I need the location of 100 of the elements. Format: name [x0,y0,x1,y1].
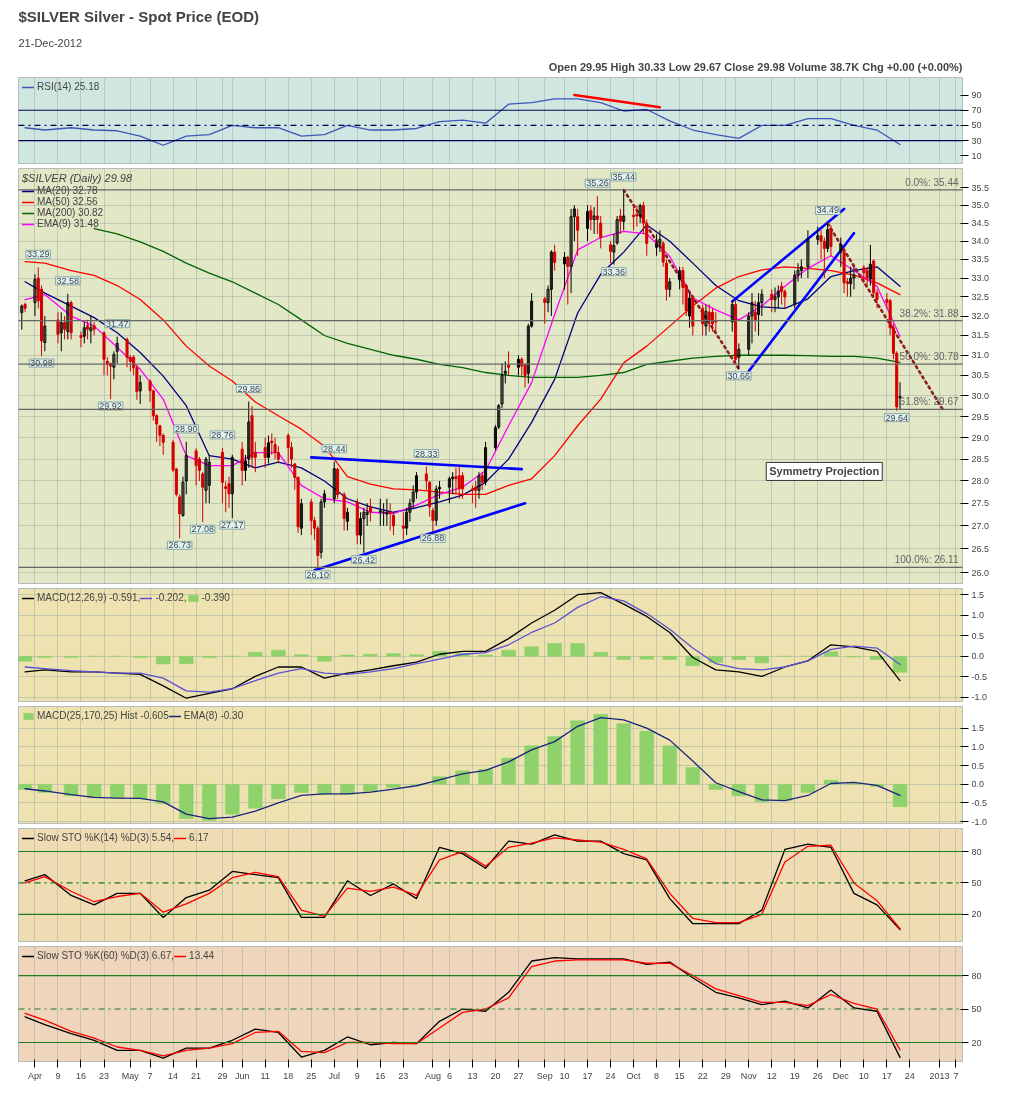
legend-label: RSI(14) 25.18 [37,81,100,92]
legend-label: EMA(8) -0.30 [183,710,244,721]
annotation: 33.36 [602,266,626,277]
x-tick-label: 14 [168,1070,179,1081]
ref-line-label: 38.2%: 31.88 [899,307,959,319]
x-tick-label: 24 [605,1070,616,1081]
annotation: 28.76 [211,429,234,440]
x-tick-label: Dec [832,1070,850,1081]
annotation: 29.86 [237,383,261,394]
bar [662,745,677,785]
candlestick [447,476,451,504]
candlestick [707,304,711,333]
candlestick [79,331,83,348]
bar [317,656,332,662]
x-tick-label: 2013 [929,1070,950,1081]
bar [363,784,378,792]
x-tick-label: 26 [812,1070,823,1081]
x-tick-label: May [121,1070,140,1081]
y-tick-label: 30.0 [971,390,990,401]
candlestick [332,461,336,504]
candlestick [737,342,741,370]
ref-line-label: 0.0%: 35.44 [905,176,959,188]
bar [823,651,839,657]
candlestick [273,437,277,460]
legend-label: -0.202, [155,592,187,603]
x-tick-label: 18 [283,1070,294,1081]
candlestick [457,466,461,500]
legend-label: EMA(9) 31.48 [37,218,99,229]
bar [501,757,516,785]
bar [616,723,631,785]
candlestick [230,454,234,519]
x-tick-label: 9 [55,1070,61,1081]
candlestick [701,304,705,336]
legend-label: MACD(25,170,25) Hist -0.605 [37,710,169,721]
annotation: 35.26 [586,178,609,189]
candlestick [592,206,596,235]
annotation: 27.08 [191,524,214,535]
y-tick-label: 31.5 [971,330,990,341]
x-tick-label: 17 [881,1070,892,1081]
candlestick [566,255,570,306]
candlestick [632,204,636,231]
y-tick-label: 29.5 [971,411,990,422]
bar [616,656,631,660]
bar [478,769,493,785]
bar [340,784,355,795]
x-tick-label: 27 [513,1070,524,1081]
x-tick-label: 13 [467,1070,478,1081]
y-tick-label: 0.0 [971,651,985,662]
y-tick-label: 31.0 [971,350,990,361]
candlestick [618,208,622,235]
bar [892,656,908,673]
bar [754,656,770,664]
chart-subtitle: 21-Dec-2012 [18,36,83,49]
x-tick-label: Nov [740,1070,758,1081]
y-tick-label: 33.5 [971,254,990,265]
y-tick-label: 28.5 [971,454,990,465]
x-tick-label: 21 [191,1070,202,1081]
y-tick-label: -1.0 [971,816,988,827]
bar [892,784,908,807]
bar [225,784,240,815]
legend-label: -0.390 [201,592,230,603]
candlestick [56,311,60,344]
candlestick [63,315,67,340]
x-tick-label: 22 [697,1070,708,1081]
x-tick-label: 10 [559,1070,570,1081]
candlestick [204,456,208,504]
legend-label: Slow STO %K(14) %D(3) 5.54, [37,832,175,843]
candlestick [378,498,382,527]
text: Open 29.95 High 30.33 Low 29.67 Close 29.98 Volume 38.7K Chg +0.00 (+0.00%) [548,60,963,73]
y-tick-label: 30 [971,135,982,146]
candlestick [586,204,590,242]
y-tick-label: -0.5 [971,797,988,808]
y-tick-label: 26.0 [971,567,990,578]
legend-label: 6.17 [189,832,210,843]
candlestick [799,258,803,279]
bar [156,656,171,665]
candlestick [385,498,389,527]
candlestick [816,226,820,246]
y-tick-label: 26.5 [971,544,990,554]
legend-label: 13.44 [189,950,215,961]
x-tick-label: 23 [99,1070,110,1081]
candlestick [43,315,47,352]
candlestick [263,437,267,469]
candlestick [668,277,672,298]
bar [179,784,194,819]
candlestick [757,292,761,336]
y-tick-label: 33.0 [971,273,990,284]
candlestick [401,511,405,541]
x-tick-label: 29 [217,1070,228,1081]
candlestick [687,292,692,329]
candlestick [770,288,774,313]
bar [179,656,194,664]
legend-label: MA(50) 32.56 [37,196,98,207]
candlestick [635,204,639,228]
candlestick [270,432,274,456]
y-tick-label: 32.5 [971,291,990,302]
bar [639,656,654,660]
x-tick-label: 7 [147,1070,153,1081]
bar [685,767,700,785]
annotation: 31.47 [105,318,129,329]
